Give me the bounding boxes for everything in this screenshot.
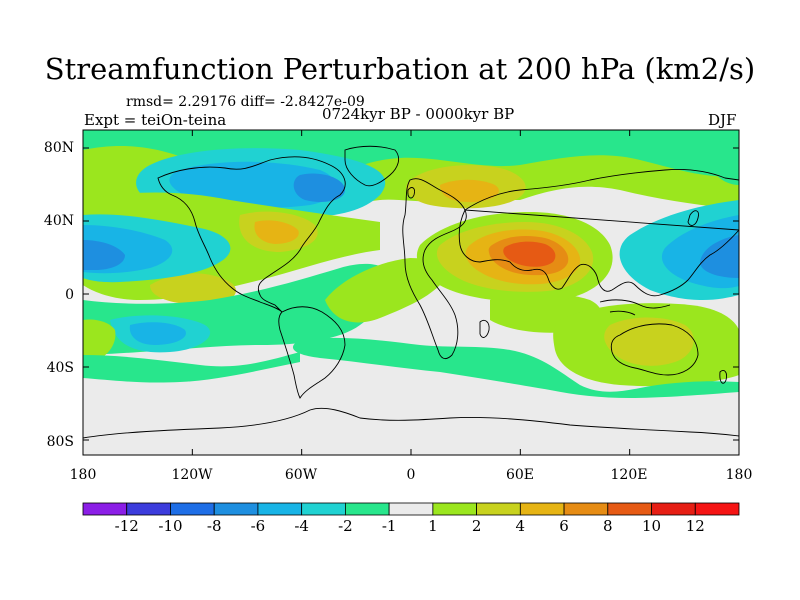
lat-tick-label: 40N xyxy=(43,213,74,229)
lat-tick-label: 80N xyxy=(43,140,74,156)
south-atlantic-high xyxy=(325,258,444,323)
southeast-pacific-core xyxy=(129,322,186,345)
lon-tick-label: 60E xyxy=(505,467,535,483)
axis-ticks xyxy=(82,130,740,455)
australia-coast xyxy=(610,323,699,376)
colorbar-swatch xyxy=(563,502,609,516)
asia-high-8 xyxy=(503,241,556,267)
stats-text: rmsd= 2.29176 diff= -2.8427e-09 xyxy=(126,94,365,110)
season-label: DJF xyxy=(708,111,737,129)
north-pacific-low-core xyxy=(83,240,125,270)
arctic-east-negative xyxy=(709,135,739,185)
lon-tick-label: 0 xyxy=(406,467,416,483)
colorbar-swatch xyxy=(126,502,171,516)
colorbar-label: 1 xyxy=(428,517,438,535)
colorbar-swatch xyxy=(82,502,128,516)
australia-high-core xyxy=(604,317,694,366)
field-layer xyxy=(83,130,739,455)
lon-tick-label: 180 xyxy=(69,467,97,483)
greenland-coast xyxy=(344,145,400,187)
colorbar-label: -2 xyxy=(338,517,353,535)
colorbar-swatch xyxy=(170,502,215,516)
period-label: 0724kyr BP - 0000kyr BP xyxy=(322,105,515,123)
colorbar-label: 8 xyxy=(603,517,613,535)
colorbar-label: -4 xyxy=(294,517,309,535)
colorbar-label: -12 xyxy=(114,517,139,535)
indonesia-coast xyxy=(599,299,671,316)
colorbar-label: -8 xyxy=(206,517,222,535)
colorbar-swatch xyxy=(432,502,478,516)
lon-tick-label: 180 xyxy=(725,467,753,483)
north-atlantic-high-core xyxy=(440,179,499,203)
experiment-label: Expt = teiOn-teina xyxy=(84,111,227,129)
southern-ocean-ring-2 xyxy=(83,352,300,383)
colorbar-label: 10 xyxy=(641,517,662,535)
south-america-coast xyxy=(278,306,346,399)
colorbar-swatch xyxy=(607,502,652,516)
antarctica-coast xyxy=(83,407,739,439)
lat-tick-label: 40S xyxy=(46,360,74,376)
north-pacific-low-east-core xyxy=(700,235,739,278)
chart-title: Streamfunction Perturbation at 200 hPa (… xyxy=(44,52,756,86)
north-america-low-inner xyxy=(293,173,345,202)
colorbar-swatch xyxy=(301,502,346,516)
colorbar-label: 6 xyxy=(559,517,569,535)
colorbar-label: 12 xyxy=(685,517,705,535)
south-pacific-positive-west xyxy=(83,319,116,362)
colorbar-label: 2 xyxy=(471,517,482,535)
mexico-positive xyxy=(150,273,236,305)
southern-ocean-ring xyxy=(292,337,739,398)
coastlines xyxy=(83,145,739,439)
lon-tick-label: 60W xyxy=(284,467,318,483)
lat-tick-label: 80S xyxy=(46,434,74,450)
north-america-low-core xyxy=(169,161,337,209)
colorbar-swatch xyxy=(694,502,740,516)
colorbar-swatch xyxy=(476,502,521,516)
colorbar-label: -10 xyxy=(158,517,183,535)
colorbar-swatch xyxy=(213,502,259,516)
asia-coast xyxy=(458,169,739,297)
north-america-coast xyxy=(157,156,346,313)
colorbar-label: 4 xyxy=(515,517,526,535)
colorbar-swatch xyxy=(344,502,390,516)
new-zealand-coast xyxy=(719,369,727,384)
lon-tick-label: 120E xyxy=(610,467,648,483)
colorbar-label: -6 xyxy=(250,517,266,535)
colorbar-swatch xyxy=(388,502,434,516)
colorbar-swatch xyxy=(651,502,696,516)
colorbar-label: -1 xyxy=(381,517,397,535)
lon-tick-label: 120W xyxy=(171,467,213,483)
colorbar xyxy=(82,502,740,516)
japan-coast xyxy=(687,210,699,226)
lat-tick-label: 0 xyxy=(65,287,74,303)
colorbar-swatch xyxy=(257,502,303,516)
uk-coast xyxy=(407,187,415,199)
madagascar-coast xyxy=(479,319,490,338)
subtropical-positive-core-west2 xyxy=(254,220,299,244)
colorbar-swatch xyxy=(519,502,565,516)
